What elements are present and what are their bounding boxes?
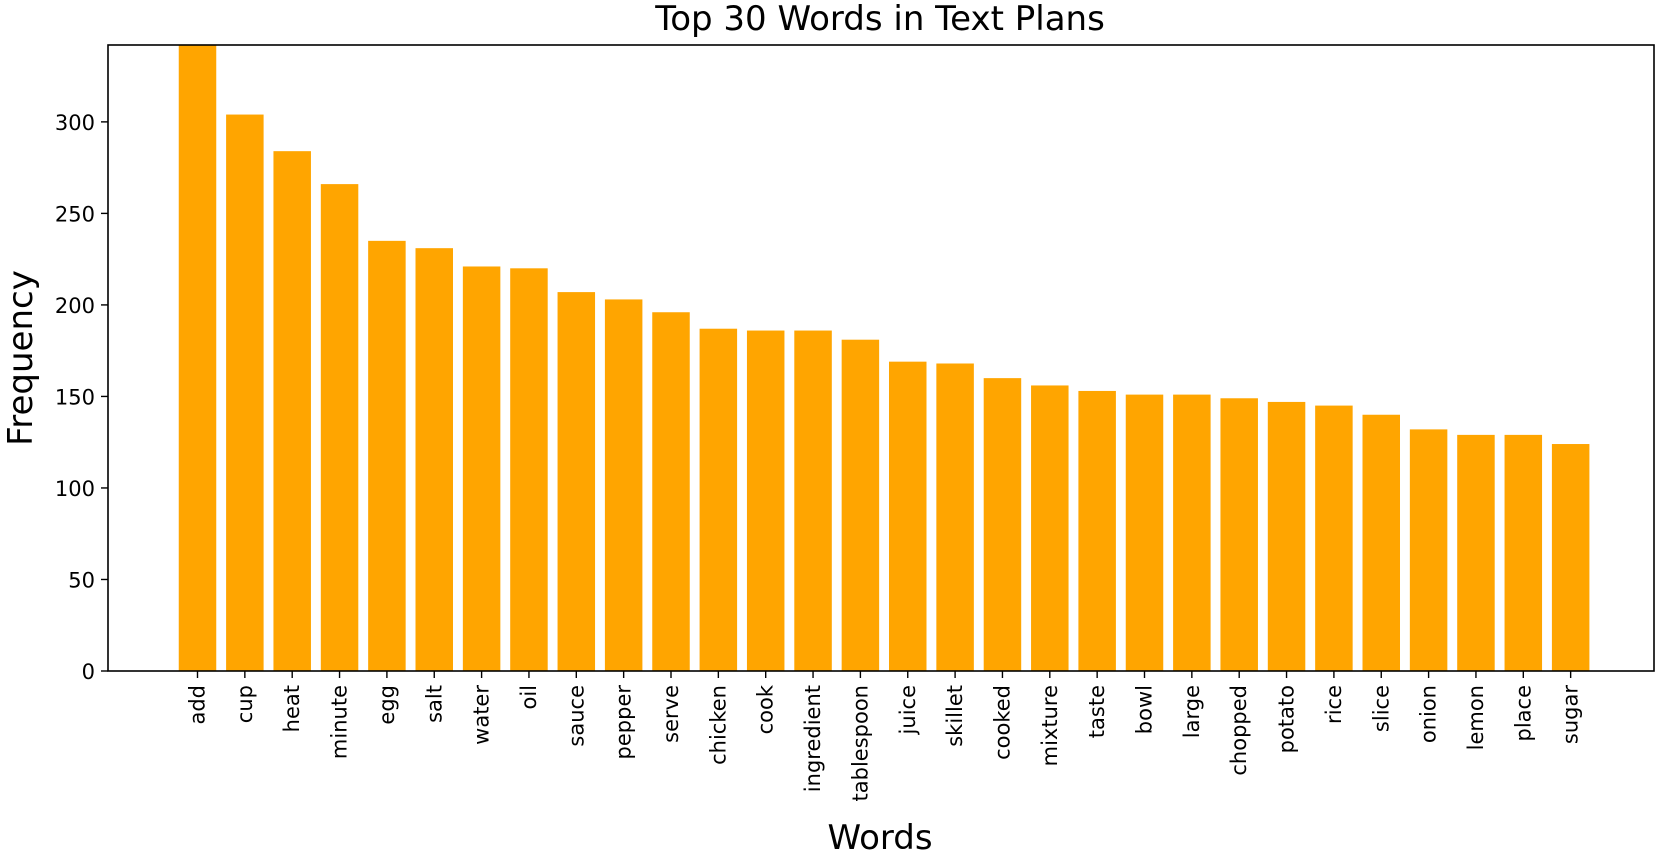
y-tick-label: 50 [68,568,95,592]
x-axis-ticks: add cup heat minute egg salt water oil sauce pepp… [186,671,1583,801]
bar-sugar [1551,444,1590,671]
x-tick-label: taste [1085,685,1109,738]
x-tick-label: serve [659,685,683,743]
bar-mixture [1031,385,1069,671]
bar-sauce [557,292,596,671]
bar-place [1504,434,1543,671]
y-tick-label: 0 [82,660,95,684]
chart-title: Top 30 Words in Text Plans [654,0,1105,39]
bar-lemon [1457,434,1495,671]
bar-potato [1267,401,1306,671]
x-tick-label: cook [754,684,778,734]
x-tick-label: sugar [1559,685,1583,744]
x-tick-label: skillet [943,685,967,747]
bar-onion [1409,429,1448,671]
x-tick-label: pepper [612,685,636,760]
x-tick-label: ingredient [801,685,825,792]
y-tick-label: 250 [55,202,95,226]
x-axis-label: Words [827,818,932,854]
x-tick-label: large [1180,685,1204,738]
bar-egg [368,240,406,671]
x-tick-label: add [186,685,210,725]
x-tick-label: chicken [706,685,730,765]
x-tick-label: bowl [1133,685,1157,734]
x-tick-label: cup [233,685,257,723]
y-tick-label: 150 [55,385,95,409]
bar-ingredient [794,330,832,671]
x-tick-label: potato [1275,685,1299,753]
bar-minute [320,184,359,671]
x-tick-label: place [1511,685,1535,742]
x-tick-label: egg [375,685,399,725]
x-tick-label: slice [1369,685,1393,732]
bar-chicken [699,328,738,671]
x-tick-label: minute [328,685,352,759]
y-tick-label: 300 [55,111,95,135]
x-tick-label: mixture [1038,685,1062,766]
bar-serve [652,312,690,671]
plot-frame [107,44,1655,672]
bar-skillet [936,363,974,671]
y-axis-label: Frequency [1,270,41,446]
bars-group [178,45,1590,672]
bar-pepper [604,299,643,671]
bar-taste [1078,390,1116,671]
bar-rice [1315,405,1353,671]
bar-cup [226,114,264,672]
x-tick-label: rice [1322,685,1346,724]
bar-juice [889,361,927,671]
y-tick-label: 100 [55,477,95,501]
x-tick-label: sauce [564,685,588,747]
bar-cook [746,330,785,671]
bar-oil [510,268,548,671]
x-tick-label: oil [517,685,541,710]
x-tick-label: onion [1417,685,1441,743]
y-tick-label: 200 [55,294,95,318]
bar-cooked [983,378,1022,671]
bar-add [178,45,217,671]
x-tick-label: salt [422,685,446,723]
x-tick-label: water [470,685,494,745]
x-tick-label: heat [280,685,304,732]
bar-bowl [1125,394,1164,671]
bar-salt [415,248,453,671]
y-axis-ticks: 0 50 100 150 200 250 300 [55,111,108,684]
bar-heat [273,151,311,671]
x-tick-label: lemon [1464,685,1488,750]
x-tick-label: chopped [1227,685,1251,776]
bar-chopped [1220,398,1258,671]
bar-large [1173,394,1211,671]
x-tick-label: juice [896,685,920,735]
x-tick-label: tablespoon [848,685,872,801]
bar-slice [1362,414,1400,671]
bar-water [462,266,501,671]
x-tick-label: cooked [990,685,1014,760]
bar-tablespoon [841,339,880,671]
